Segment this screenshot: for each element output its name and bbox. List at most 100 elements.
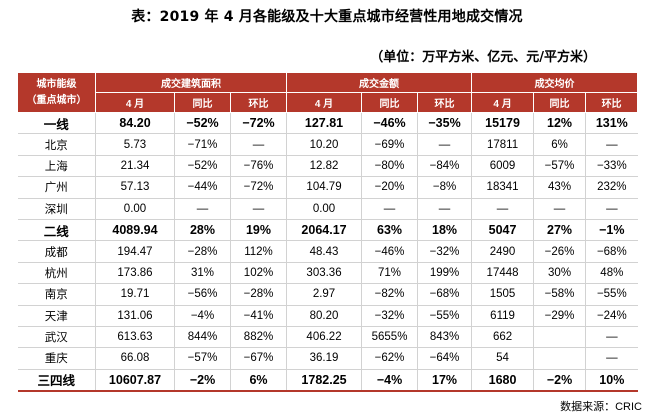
table-cell: −84% <box>417 155 473 178</box>
row-label: 广州 <box>17 176 96 199</box>
table-cell: 17811 <box>471 133 535 156</box>
table-cell: 48% <box>585 262 638 285</box>
subheader-mom: 环比 <box>585 92 639 113</box>
subheader-yoy: 同比 <box>533 92 587 113</box>
table-cell: 1782.25 <box>286 369 363 393</box>
table-cell: −33% <box>585 155 638 178</box>
table-cell: 112% <box>230 240 288 263</box>
table-row: 深圳 0.00— —0.00— — — — — <box>17 198 638 220</box>
table-cell: 199% <box>417 262 473 285</box>
table-cell: 406.22 <box>286 326 363 349</box>
table-cell: — <box>585 326 638 349</box>
table-cell: 131% <box>585 112 638 135</box>
table-cell: −32% <box>417 240 473 263</box>
table-cell: −68% <box>417 283 473 306</box>
table-cell: 18341 <box>471 176 535 199</box>
group-header-area: 成交建筑面积 <box>94 72 288 93</box>
table-cell: −46% <box>361 112 419 135</box>
table-cell: −2% <box>174 369 231 393</box>
table-cell: 1680 <box>471 369 535 393</box>
table-cell: — <box>230 198 288 220</box>
table-cell: −64% <box>417 347 473 370</box>
table-row: 广州 57.13 −44% −72% 104.79 −20% −8% 18341 43% 232% <box>17 176 638 199</box>
row-label: 二线 <box>17 219 96 242</box>
table-cell: 10607.87 <box>95 369 175 393</box>
table-row: 杭州 173.86 31% 102% 303.36 71% 199% 17448 30% 48% <box>17 262 638 285</box>
subheader-month: 4 月 <box>95 92 175 113</box>
table-cell: −56% <box>174 283 231 306</box>
table-cell: 19% <box>230 219 288 242</box>
group-header-amount: 成交金额 <box>286 72 473 93</box>
table-cell: −62% <box>361 347 419 370</box>
table-cell: 6009 <box>471 155 535 178</box>
row-label: 北京 <box>17 133 96 156</box>
table-cell: −29% <box>533 305 587 327</box>
table-cell: 303.36 <box>286 262 363 285</box>
table-title: 表：2019 年 4 月各能级及十大重点城市经营性用地成交情况 <box>131 9 523 25</box>
table-cell: 63% <box>361 219 419 242</box>
table-row: 上海 21.34 −52% −76% 12.82 −80% −84% 6009 −57% −33% <box>17 155 638 178</box>
table-cell: 10.20 <box>286 133 363 156</box>
table-body: 一线 84.20 −52% −72% 127.81 −46% −35% 15179 12% 131… <box>17 112 638 393</box>
city-tier-header-line2: （重点城市） <box>26 94 87 106</box>
table-cell: 12% <box>533 112 587 135</box>
table-cell: 31% <box>174 262 231 285</box>
table-cell: 102% <box>230 262 288 285</box>
table-cell: 882% <box>230 326 288 349</box>
table-cell: — <box>417 133 473 156</box>
table-cell: 1505 <box>471 283 535 306</box>
table-cell: 0.00 <box>95 198 175 220</box>
table-cell: −28% <box>230 283 288 306</box>
table-cell: −57% <box>533 155 587 178</box>
table-cell: −26% <box>533 240 587 263</box>
row-label: 南京 <box>17 283 96 306</box>
table-row: 重庆 66.08 −57% −67% 36.19 −62% −64% 54 — <box>17 347 638 370</box>
table-row: 武汉 613.63 844% 882% 406.22 5655% 843% 662 — <box>17 326 638 349</box>
table-row: 一线 84.20 −52% −72% 127.81 −46% −35% 15179 12% 131… <box>17 112 638 135</box>
table-cell: −80% <box>361 155 419 178</box>
row-label: 杭州 <box>17 262 96 285</box>
table-cell: 30% <box>533 262 587 285</box>
group-header-price: 成交均价 <box>471 72 639 93</box>
table-cell: −20% <box>361 176 419 199</box>
table-cell: 5655% <box>361 326 419 349</box>
table-cell: 2064.17 <box>286 219 363 242</box>
table-cell: 66.08 <box>95 347 175 370</box>
unit-note: （单位：万平方米、亿元、元/平方米） <box>370 50 596 65</box>
subheader-yoy: 同比 <box>361 92 419 113</box>
land-transaction-table: 城市能级 （重点城市） 成交建筑面积 成交金额 成交均价 4 月 同比 环比 4… <box>17 72 639 393</box>
table-cell: 4089.94 <box>95 219 175 242</box>
table-cell: −24% <box>585 305 638 327</box>
table-row: 北京 5.73 −71% —10.20 −69% —17811 6% — <box>17 133 638 156</box>
table-cell: −57% <box>174 347 231 370</box>
table-cell: −72% <box>230 176 288 199</box>
row-label: 武汉 <box>17 326 96 349</box>
data-source: 数据来源：CRIC <box>560 401 642 413</box>
table-cell: −2% <box>533 369 587 393</box>
table-row: 三四线 10607.87 −2% 6% 1782.25 −4% 17% 1680 −2% 10% <box>17 369 638 393</box>
table-cell: 54 <box>471 347 535 370</box>
table-cell: −82% <box>361 283 419 306</box>
row-label: 天津 <box>17 305 96 327</box>
table-cell: 232% <box>585 176 638 199</box>
table-cell: −68% <box>585 240 638 263</box>
city-tier-header-line1: 城市能级 <box>36 78 77 90</box>
table-cell: 18% <box>417 219 473 242</box>
row-label: 重庆 <box>17 347 96 370</box>
table-cell: −4% <box>361 369 419 393</box>
table-cell: — <box>417 198 473 220</box>
table-cell: −76% <box>230 155 288 178</box>
table-cell: 104.79 <box>286 176 363 199</box>
table-cell: 28% <box>174 219 231 242</box>
table-row: 二线 4089.94 28% 19% 2064.17 63% 18% 5047 27% −1% <box>17 219 638 242</box>
table-cell: 662 <box>471 326 535 349</box>
table-cell: 71% <box>361 262 419 285</box>
table-cell: 48.43 <box>286 240 363 263</box>
table-cell: — <box>174 198 231 220</box>
table-cell: −46% <box>361 240 419 263</box>
row-label: 一线 <box>17 112 96 135</box>
table-cell: 127.81 <box>286 112 363 135</box>
table-cell: 36.19 <box>286 347 363 370</box>
table-cell: −44% <box>174 176 231 199</box>
table-cell: 843% <box>417 326 473 349</box>
